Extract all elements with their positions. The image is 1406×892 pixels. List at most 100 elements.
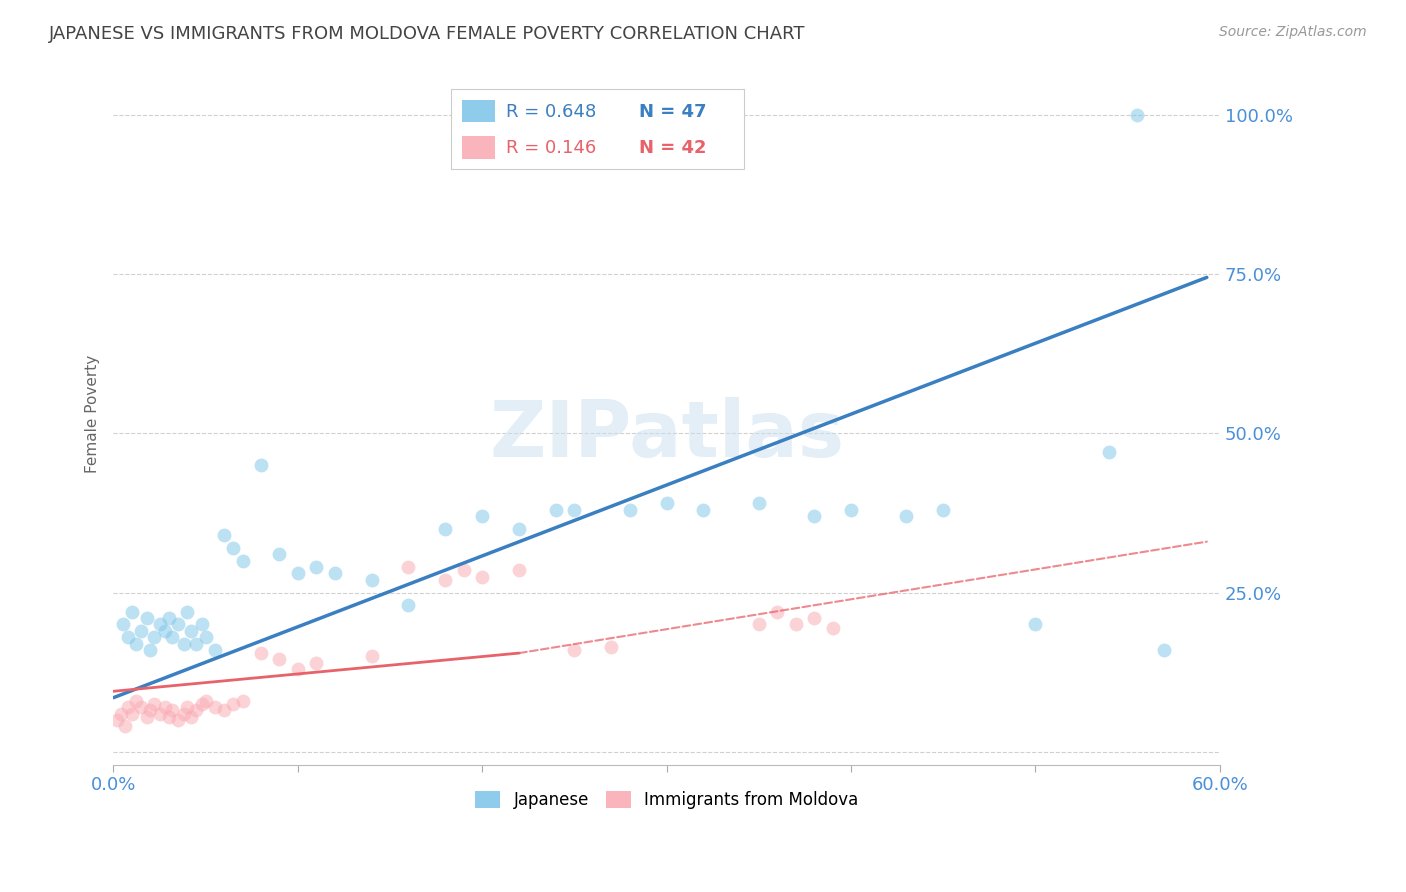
Point (508, 563, 530, 577)
Point (269, 652, 291, 666)
Point (896, 509, 918, 524)
Point (194, 630, 217, 644)
Point (1126, 108, 1149, 122)
Point (1098, 445, 1121, 459)
Point (748, 617, 770, 632)
Point (191, 617, 214, 632)
Point (194, 694, 217, 708)
Point (803, 509, 825, 524)
Y-axis label: Female Poverty: Female Poverty (86, 355, 100, 474)
Point (191, 697, 214, 711)
Point (564, 643, 586, 657)
Point (250, 458, 273, 473)
Point (173, 636, 195, 650)
Point (360, 649, 382, 664)
Point (149, 706, 172, 721)
Point (186, 636, 208, 650)
Point (114, 719, 136, 733)
Point (785, 617, 807, 632)
Point (434, 573, 457, 587)
Text: Source: ZipAtlas.com: Source: ZipAtlas.com (1219, 25, 1367, 39)
Text: ZIPatlas: ZIPatlas (489, 397, 844, 474)
Point (149, 617, 172, 632)
FancyBboxPatch shape (451, 88, 744, 169)
Point (180, 624, 202, 638)
Text: N = 47: N = 47 (638, 103, 706, 120)
Point (1024, 617, 1046, 632)
Point (176, 605, 198, 619)
Point (471, 509, 494, 524)
Text: N = 42: N = 42 (638, 139, 706, 157)
Point (564, 503, 586, 517)
FancyBboxPatch shape (463, 136, 495, 159)
Point (619, 503, 641, 517)
Point (143, 697, 166, 711)
Point (167, 713, 190, 727)
Point (305, 560, 328, 574)
Point (222, 697, 245, 711)
Point (153, 700, 176, 714)
Point (232, 554, 254, 568)
Point (121, 605, 143, 619)
Point (250, 646, 273, 660)
Point (655, 496, 678, 510)
Point (360, 573, 382, 587)
Point (434, 522, 457, 536)
Point (176, 700, 198, 714)
Point (167, 617, 190, 632)
Point (692, 503, 714, 517)
Point (821, 621, 844, 635)
Point (766, 605, 789, 619)
Point (173, 706, 195, 721)
Point (180, 710, 202, 724)
Text: JAPANESE VS IMMIGRANTS FROM MOLDOVA FEMALE POVERTY CORRELATION CHART: JAPANESE VS IMMIGRANTS FROM MOLDOVA FEMA… (49, 25, 806, 43)
Point (153, 624, 176, 638)
Point (323, 566, 346, 581)
Point (157, 710, 180, 724)
Text: R = 0.146: R = 0.146 (506, 139, 596, 157)
Point (129, 700, 152, 714)
Point (839, 503, 862, 517)
Point (124, 694, 146, 708)
Point (204, 700, 226, 714)
Point (508, 522, 530, 536)
Point (398, 560, 420, 574)
Point (269, 547, 291, 561)
Point (124, 636, 146, 650)
Point (398, 599, 420, 613)
Text: R = 0.648: R = 0.648 (506, 103, 596, 120)
Point (186, 703, 208, 717)
Point (305, 656, 328, 670)
Point (212, 703, 235, 717)
Point (117, 630, 139, 644)
Point (105, 713, 128, 727)
FancyBboxPatch shape (463, 100, 495, 122)
Point (232, 694, 254, 708)
Point (135, 611, 157, 625)
Point (143, 630, 166, 644)
Point (110, 706, 132, 721)
Point (162, 630, 184, 644)
Point (117, 700, 139, 714)
Point (222, 541, 245, 555)
Point (157, 611, 180, 625)
Point (544, 503, 567, 517)
Point (453, 563, 475, 577)
Point (121, 706, 143, 721)
Point (111, 617, 134, 632)
Point (1153, 643, 1175, 657)
Point (748, 496, 770, 510)
Legend: Japanese, Immigrants from Moldova: Japanese, Immigrants from Moldova (468, 784, 865, 815)
Point (803, 611, 825, 625)
Point (139, 643, 162, 657)
Point (212, 528, 235, 542)
Point (129, 624, 152, 638)
Point (287, 566, 309, 581)
Point (471, 569, 494, 583)
Point (135, 710, 157, 724)
Point (932, 503, 955, 517)
Point (162, 703, 184, 717)
Point (287, 662, 309, 676)
Point (600, 640, 623, 654)
Point (204, 643, 226, 657)
